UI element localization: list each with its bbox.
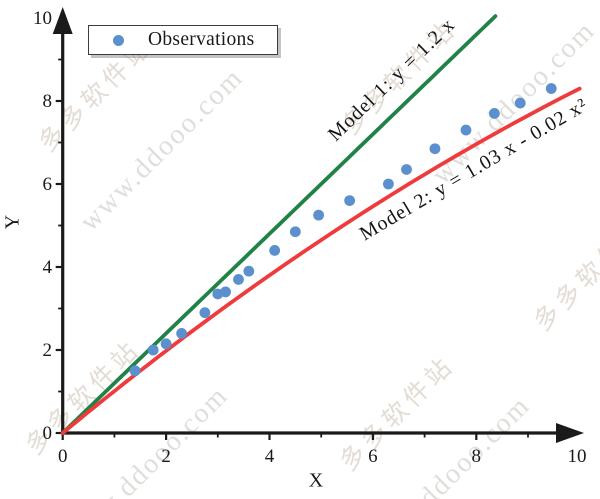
data-point [233, 274, 244, 285]
y-tick-label: 6 [43, 174, 53, 195]
x-tick-label: 6 [368, 446, 378, 467]
x-tick-label: 8 [472, 446, 482, 467]
y-tick-label: 0 [43, 423, 53, 444]
data-point [199, 307, 211, 319]
data-point [429, 143, 441, 155]
y-axis-arrow-icon [52, 7, 73, 34]
data-point [243, 265, 255, 277]
legend-label: Observations [148, 29, 255, 50]
data-point [488, 108, 500, 119]
y-tick-label: 10 [33, 8, 52, 29]
data-point [269, 245, 281, 256]
x-tick-label: 4 [265, 446, 275, 467]
data-point [129, 365, 141, 377]
data-point [176, 328, 188, 339]
x-tick-label: 2 [161, 446, 171, 467]
x-tick-label: 0 [58, 446, 68, 467]
x-axis-arrow-icon [556, 423, 584, 443]
data-point [289, 226, 301, 238]
data-point [147, 344, 159, 356]
data-point [383, 178, 394, 190]
y-axis-title: Y [1, 214, 24, 230]
data-point [344, 195, 356, 207]
data-point [220, 286, 231, 298]
data-point [160, 338, 172, 350]
data-point [545, 83, 557, 94]
x-tick-label: 10 [568, 446, 587, 467]
model1-line [60, 14, 498, 435]
y-tick-label: 2 [43, 340, 53, 361]
model2-line [60, 86, 582, 435]
legend-marker-icon [113, 34, 124, 46]
x-axis-title: X [308, 469, 324, 492]
legend-box: Observations [88, 25, 278, 55]
y-tick-label: 8 [43, 91, 53, 112]
y-tick-label: 4 [43, 257, 53, 278]
data-point [460, 124, 472, 136]
data-point [514, 97, 526, 109]
data-point [313, 209, 325, 221]
data-point [401, 164, 412, 175]
